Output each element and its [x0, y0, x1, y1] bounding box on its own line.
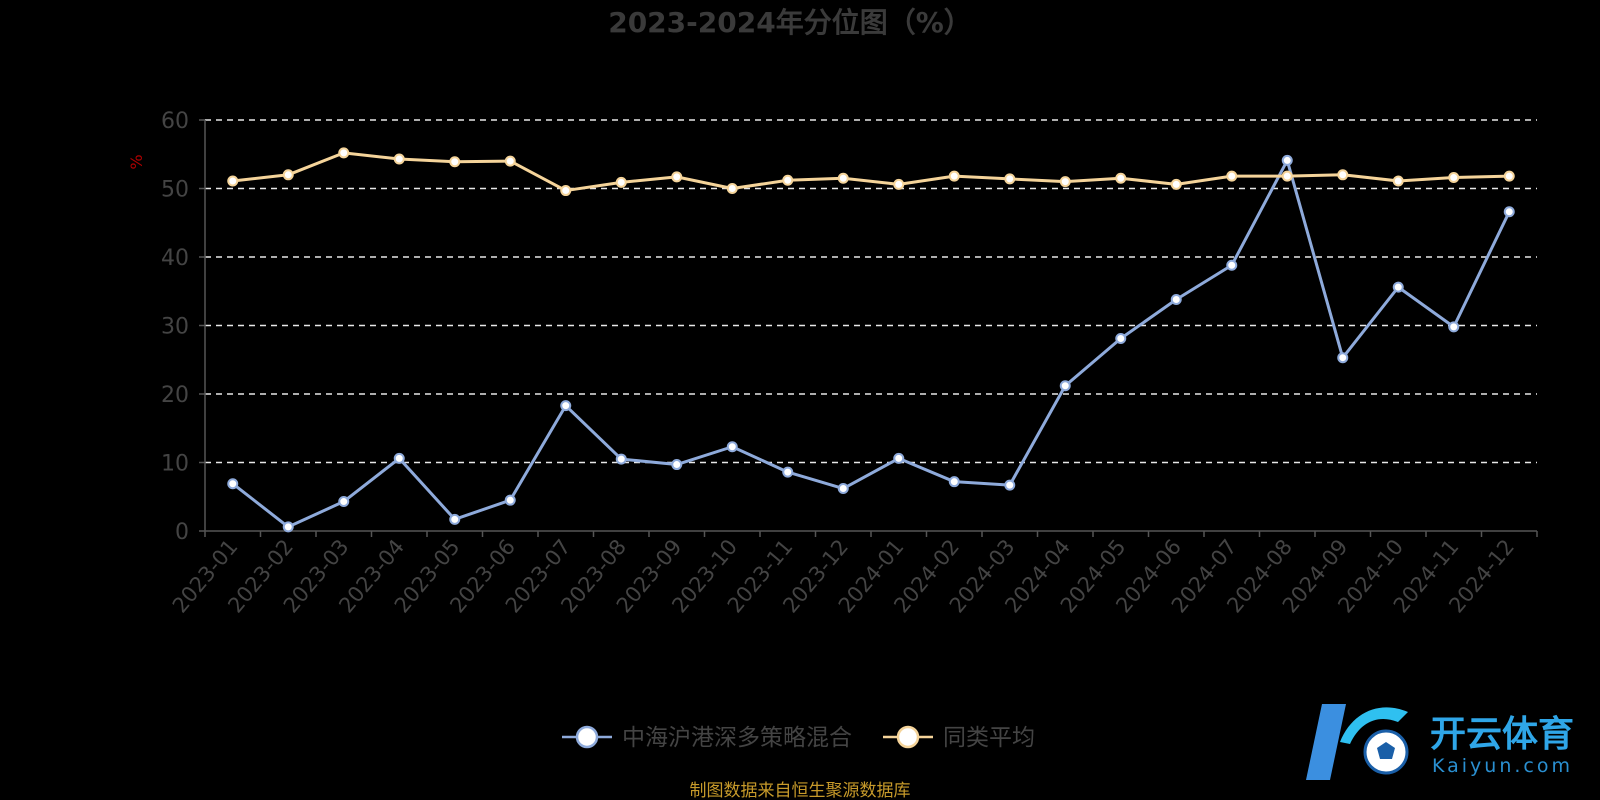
point-1-18	[1226, 170, 1238, 182]
legend: 中海沪港深多策略混合 同类平均	[562, 725, 1035, 751]
series-line-1	[232, 151, 1510, 193]
chart-title: 2023-2024年分位图（%）	[608, 6, 972, 39]
point-1-8	[671, 171, 683, 183]
point-0-8	[671, 459, 683, 471]
point-1-3	[393, 153, 405, 165]
point-0-11	[837, 483, 849, 495]
series-line-0	[231, 158, 1511, 529]
logo-name: 开云体育	[1430, 714, 1574, 755]
point-1-15	[1059, 176, 1071, 188]
point-1-12	[893, 178, 905, 190]
legend-label-0: 中海沪港深多策略混合	[622, 725, 852, 751]
point-0-3	[393, 452, 405, 464]
logo-swoosh	[1340, 707, 1408, 744]
point-1-19	[1281, 170, 1293, 182]
point-1-6	[560, 185, 572, 197]
logo-domain: Kaiyun.com	[1432, 755, 1573, 777]
point-1-22	[1448, 172, 1460, 184]
point-1-10	[782, 174, 794, 186]
point-1-9	[726, 183, 738, 194]
point-0-4	[449, 513, 461, 525]
legend-marker-0	[575, 725, 599, 749]
legend-marker-1	[896, 725, 920, 749]
y-tick-40: 40	[161, 246, 189, 271]
point-0-23	[1503, 206, 1515, 218]
point-1-0	[227, 175, 239, 187]
point-0-20	[1337, 352, 1349, 364]
point-0-18	[1226, 259, 1238, 271]
y-tick-labels: 0 10 20 30 40 50 60	[161, 109, 189, 545]
soccer-ball-pattern	[1377, 742, 1395, 759]
y-tick-20: 20	[161, 383, 189, 408]
point-0-15	[1059, 380, 1071, 392]
point-0-2	[338, 496, 350, 508]
y-tick-50: 50	[161, 178, 189, 203]
point-0-16	[1115, 333, 1127, 345]
point-1-4	[449, 156, 461, 168]
axes	[199, 119, 1538, 537]
point-1-5	[504, 155, 516, 167]
point-0-13	[948, 476, 960, 488]
point-1-21	[1392, 175, 1404, 187]
point-0-9	[726, 441, 738, 453]
point-1-2	[338, 147, 350, 159]
point-1-13	[948, 170, 960, 182]
point-0-5	[504, 494, 516, 506]
x-tick-labels: 2023-012023-022023-032023-042023-052023-…	[168, 535, 1519, 618]
point-1-20	[1337, 169, 1349, 181]
y-tick-0: 0	[175, 520, 189, 545]
point-0-10	[782, 466, 794, 478]
point-1-7	[615, 176, 627, 188]
legend-item-series-1[interactable]: 同类平均	[883, 725, 1035, 751]
point-1-11	[837, 172, 849, 184]
y-axis-label: %	[127, 154, 146, 169]
logo-k-shape	[1306, 704, 1346, 780]
legend-item-series-0[interactable]: 中海沪港深多策略混合	[562, 725, 852, 751]
series-1	[227, 147, 1515, 197]
point-0-12	[893, 452, 905, 464]
point-1-1	[282, 169, 294, 181]
y-tick-30: 30	[161, 315, 189, 340]
point-0-7	[615, 453, 627, 465]
point-0-19	[1281, 154, 1293, 166]
point-1-16	[1115, 172, 1127, 184]
series-0	[227, 154, 1515, 533]
y-tick-10: 10	[161, 452, 189, 477]
point-0-14	[1004, 479, 1016, 491]
legend-label-1: 同类平均	[943, 725, 1035, 751]
point-1-14	[1004, 173, 1016, 185]
grid-lines	[205, 119, 1537, 464]
point-0-6	[560, 400, 572, 412]
point-1-23	[1503, 170, 1515, 182]
point-0-21	[1392, 281, 1404, 293]
point-0-1	[282, 521, 294, 533]
point-0-0	[227, 478, 239, 490]
point-1-17	[1170, 178, 1182, 190]
point-0-22	[1448, 321, 1460, 333]
y-tick-60: 60	[161, 109, 189, 134]
series-lines	[227, 147, 1515, 533]
point-0-17	[1170, 293, 1182, 305]
kaiyun-logo: 开云体育 Kaiyun.com	[1306, 704, 1574, 780]
data-source-note: 制图数据来自恒生聚源数据库	[690, 781, 911, 800]
